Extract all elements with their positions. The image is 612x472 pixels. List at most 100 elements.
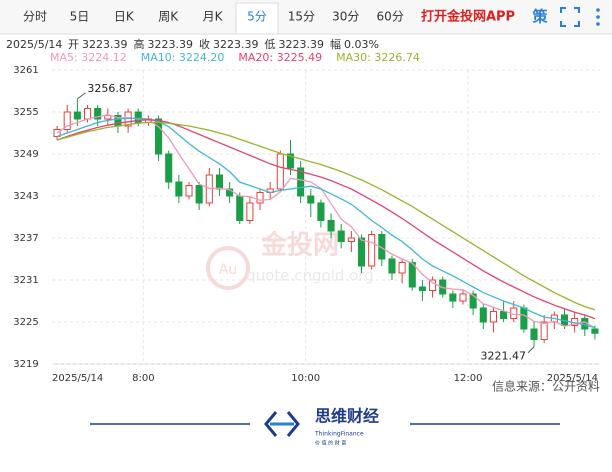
candle-body: [530, 328, 538, 340]
active-tab: [235, 2, 279, 35]
candle-body: [540, 321, 548, 340]
info-label: 高: [134, 37, 145, 51]
ma-line: [56, 117, 596, 329]
legend-entry: MA5: 3224.12: [50, 51, 127, 64]
logo-icon: [264, 411, 300, 437]
info-label: 幅: [330, 38, 341, 51]
y-tick-label: 3237: [13, 233, 38, 244]
candle-body: [104, 115, 112, 120]
info-label: 收: [199, 37, 210, 51]
x-tick-label: 10:00: [291, 373, 320, 384]
annotation-pointer: [77, 92, 86, 100]
candle-body: [429, 279, 437, 291]
tab[interactable]: 60分: [377, 10, 404, 24]
watermark-logo: Au: [219, 262, 237, 278]
tab[interactable]: 分时: [23, 10, 47, 24]
candle-body: [317, 202, 325, 221]
candle-body: [286, 153, 295, 169]
candle-body: [205, 174, 213, 204]
legend-entry: MA30: 3226.74: [336, 51, 420, 64]
info-value: 3223.39: [148, 38, 194, 51]
logo-slogan: 价 值 的 财 富: [315, 440, 346, 447]
ma-line: [56, 119, 596, 320]
tab[interactable]: 5分: [247, 10, 267, 24]
candle-body: [175, 181, 183, 197]
tab[interactable]: 15分: [288, 10, 315, 24]
info-date: 2025/5/14: [6, 38, 62, 51]
x-tick-label: 12:00: [454, 373, 483, 384]
candle-body: [449, 293, 457, 302]
x-tick-label: 8:00: [132, 373, 154, 384]
candle-body: [469, 293, 477, 309]
tab[interactable]: 周K: [158, 10, 179, 24]
candle-body: [459, 293, 467, 302]
source-note: 信息来源：公开资料: [492, 379, 600, 394]
annotation: 3256.87: [87, 82, 132, 95]
brand-link[interactable]: 打开金投网APP: [421, 9, 515, 25]
logo-name: 思维财经: [315, 407, 379, 426]
candle-body: [53, 129, 61, 137]
annotation-pointer: [527, 346, 535, 354]
y-tick-label: 3231: [13, 275, 38, 286]
candle-body: [215, 174, 223, 190]
info-value: 3223.39: [279, 38, 325, 51]
info-value: 0.03%: [344, 38, 379, 51]
fullscreen-icon[interactable]: [560, 7, 580, 27]
candle-body: [63, 111, 71, 130]
info-value: 3223.39: [213, 38, 259, 51]
candle-body: [256, 192, 264, 204]
annotation: 3221.47: [481, 350, 527, 363]
info-label: 开: [68, 38, 79, 51]
candle-body: [134, 111, 142, 123]
candle-body: [165, 153, 173, 183]
candle-body: [276, 153, 284, 190]
y-tick-label: 3249: [13, 149, 38, 160]
ma-line: [56, 121, 596, 311]
legend-entry: MA20: 3225.49: [238, 51, 322, 64]
logo-english: ThinkingFinance: [314, 431, 364, 438]
tab[interactable]: 月K: [203, 10, 224, 24]
info-value: 3223.39: [82, 38, 128, 51]
y-tick-label: 3261: [13, 65, 38, 76]
candle-body: [307, 195, 315, 204]
candle-body: [337, 230, 345, 242]
candle-body: [246, 202, 254, 221]
candle-body: [591, 328, 599, 334]
watermark-name: 金投网: [260, 230, 339, 261]
candle-body: [500, 311, 508, 319]
candle-body: [357, 237, 366, 267]
candle-body: [398, 262, 406, 274]
ma-line: [56, 114, 596, 329]
candle-body: [83, 108, 92, 120]
tab[interactable]: 日K: [114, 10, 135, 24]
tab[interactable]: 30分: [332, 10, 359, 24]
candle-body: [368, 234, 376, 267]
candle-body: [489, 311, 497, 323]
watermark-url: quote.cngold.org: [246, 267, 374, 285]
info-label: 低: [265, 38, 276, 51]
candle-body: [226, 188, 234, 197]
candle-body: [479, 307, 487, 323]
more-icon[interactable]: [596, 8, 600, 26]
y-tick-label: 3243: [13, 191, 38, 202]
candle-body: [297, 167, 305, 197]
y-tick-label: 3255: [13, 107, 38, 118]
tab-bar: [0, 0, 612, 34]
x-tick-label: 2025/5/14: [547, 373, 598, 384]
candle-body: [347, 237, 355, 242]
candle-body: [185, 185, 193, 197]
y-tick-label: 3225: [13, 317, 38, 328]
candle-body: [155, 118, 163, 155]
candle-body: [418, 286, 426, 291]
candle-body: [388, 258, 396, 274]
tab[interactable]: 5日: [70, 10, 90, 24]
candle-body: [520, 307, 528, 330]
x-tick-label: 2025/5/14: [52, 373, 103, 384]
candle-body: [73, 111, 81, 120]
y-tick-label: 3219: [13, 359, 38, 370]
strategy-button[interactable]: 策: [531, 8, 548, 26]
candle-body: [327, 220, 335, 232]
candle-body: [236, 195, 244, 221]
